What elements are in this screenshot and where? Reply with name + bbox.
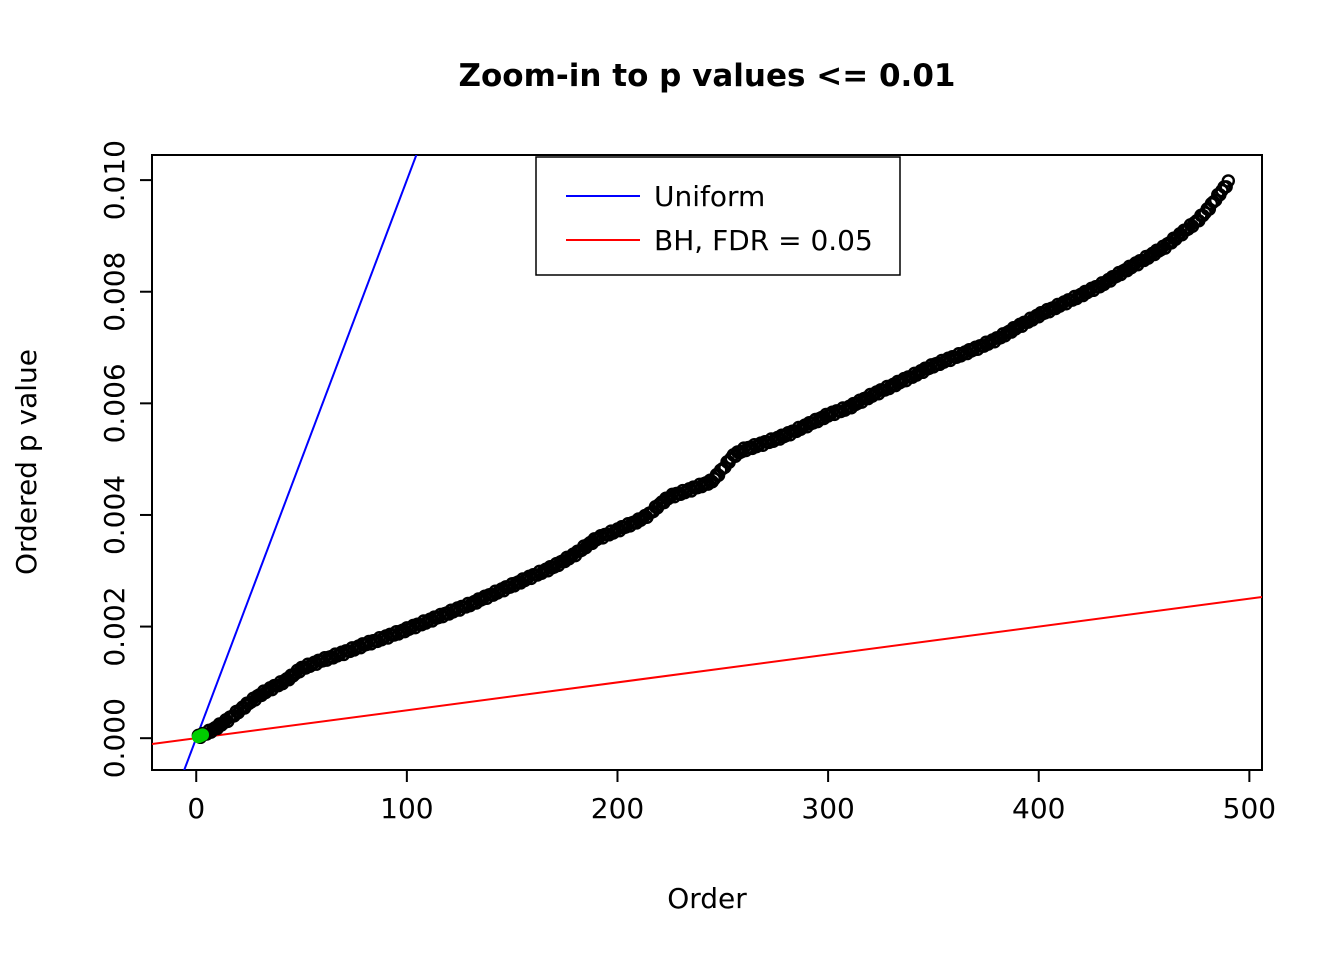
legend-label-bh: BH, FDR = 0.05: [654, 224, 873, 257]
chart-title: Zoom-in to p values <= 0.01: [459, 58, 956, 94]
y-tick-label: 0.006: [98, 363, 131, 443]
x-tick-label: 400: [1012, 792, 1065, 825]
legend-label-uniform: Uniform: [654, 180, 765, 213]
axes: 0 100 200 300 400 500 0.000 0.002 0.004 0.006 0.00…: [98, 140, 1276, 825]
y-tick-label: 0.004: [98, 475, 131, 555]
ref-line-bh-fdr-0-05: [152, 596, 1262, 746]
y-tick-label: 0.002: [98, 586, 131, 666]
y-axis-label: Ordered p value: [10, 349, 43, 575]
ref-line-uniform: [183, 155, 418, 770]
plot-box: [151, 154, 1263, 771]
x-tick-label: 200: [591, 792, 644, 825]
data-point: [1221, 174, 1235, 188]
legend-box: [535, 156, 901, 276]
x-tick-label: 500: [1223, 792, 1276, 825]
legend: Uniform BH, FDR = 0.05: [535, 156, 901, 276]
y-tick-label: 0.000: [98, 698, 131, 778]
x-axis-label: Order: [667, 882, 747, 915]
x-tick-label: 100: [380, 792, 433, 825]
significant-point: [196, 728, 210, 742]
x-tick-label: 300: [801, 792, 854, 825]
plot-area: [152, 155, 1262, 770]
y-tick-label: 0.010: [98, 140, 131, 220]
data-point: [1219, 180, 1233, 194]
x-tick-label: 0: [187, 792, 205, 825]
y-tick-label: 0.008: [98, 252, 131, 332]
